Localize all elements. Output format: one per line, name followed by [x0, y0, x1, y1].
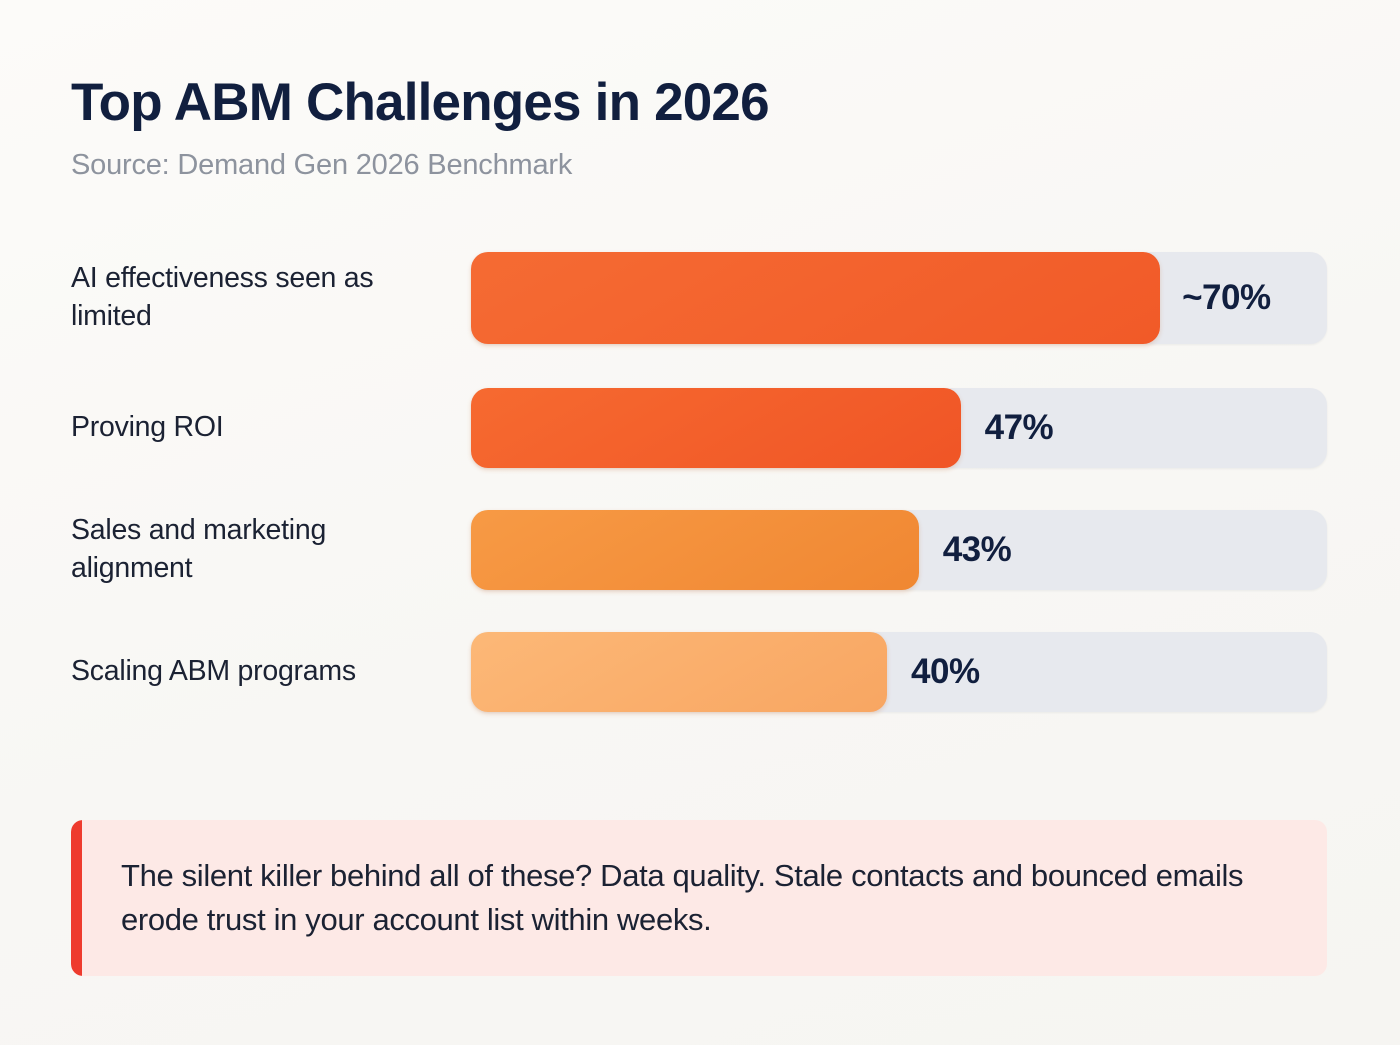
bar-category-label: Sales and marketing alignment: [71, 514, 327, 584]
header: Top ABM Challenges in 2026 Source: Deman…: [71, 73, 1331, 182]
bar-value-label: 47%: [984, 408, 1054, 447]
bar-category-label: Scaling ABM programs: [71, 655, 356, 688]
bar-fill: [471, 632, 888, 712]
bar-fill: [471, 388, 961, 468]
callout-box: The silent killer behind all of these? D…: [71, 820, 1327, 976]
bar-fill: [471, 510, 919, 590]
bar-track: 47%: [471, 388, 1327, 468]
callout-accent-bar: [71, 820, 82, 976]
chart-row: Scaling ABM programs 40%: [71, 632, 1327, 712]
bar-track: 40%: [471, 632, 1327, 712]
bar-value-label: 40%: [911, 652, 980, 691]
chart-row: AI effectiveness seen as limited ~70%: [71, 252, 1327, 344]
source-subtitle: Source: Demand Gen 2026 Benchmark: [71, 149, 573, 182]
bar-fill: [471, 252, 1161, 344]
bar-value-label: ~70%: [1182, 278, 1271, 317]
chart-row: Sales and marketing alignment 43%: [71, 510, 1327, 590]
bar-value-label: 43%: [942, 530, 1012, 569]
bar-category-label: AI effectiveness seen as limited: [71, 262, 374, 332]
chart-row: Proving ROI 47%: [71, 388, 1327, 468]
bar-track: ~70%: [471, 252, 1327, 344]
bar-chart: AI effectiveness seen as limited ~70% Prov…: [71, 252, 1327, 712]
bar-track: 43%: [471, 510, 1327, 590]
callout-text: The silent killer behind all of these? D…: [121, 857, 1244, 937]
bar-category-label: Proving ROI: [71, 411, 224, 444]
page-title: Top ABM Challenges in 2026: [71, 73, 770, 132]
